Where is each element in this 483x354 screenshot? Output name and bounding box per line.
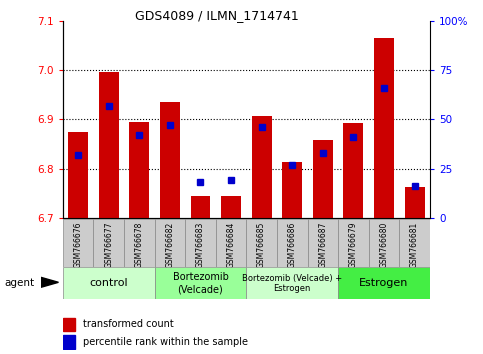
Bar	[338, 267, 430, 299]
Bar	[129, 122, 149, 218]
Text: GSM766685: GSM766685	[257, 222, 266, 268]
Bar	[124, 219, 155, 267]
Text: GSM766686: GSM766686	[288, 222, 297, 268]
Text: transformed count: transformed count	[84, 319, 174, 329]
Bar	[246, 219, 277, 267]
Bar	[399, 219, 430, 267]
Text: GSM766676: GSM766676	[73, 222, 83, 268]
Bar	[246, 267, 338, 299]
Text: GSM766679: GSM766679	[349, 222, 358, 268]
Text: agent: agent	[5, 278, 35, 288]
Bar	[63, 335, 75, 349]
Text: GSM766681: GSM766681	[410, 222, 419, 268]
Polygon shape	[41, 278, 58, 287]
Bar	[99, 72, 119, 218]
Bar	[68, 132, 88, 218]
Text: GSM766684: GSM766684	[227, 222, 236, 268]
Bar	[308, 219, 338, 267]
Bar	[374, 39, 394, 218]
Text: GSM766683: GSM766683	[196, 222, 205, 268]
Bar	[155, 219, 185, 267]
Text: GSM766680: GSM766680	[380, 222, 388, 268]
Text: Bortezomib
(Velcade): Bortezomib (Velcade)	[172, 272, 228, 294]
Bar	[160, 102, 180, 218]
Bar	[63, 318, 75, 331]
Text: GSM766682: GSM766682	[165, 222, 174, 268]
Bar	[216, 219, 246, 267]
Bar	[277, 219, 308, 267]
Bar	[343, 123, 363, 218]
Text: GDS4089 / ILMN_1714741: GDS4089 / ILMN_1714741	[135, 9, 299, 22]
Text: Estrogen: Estrogen	[359, 278, 409, 288]
Bar	[338, 219, 369, 267]
Bar	[190, 196, 211, 218]
Bar	[185, 219, 216, 267]
Text: GSM766678: GSM766678	[135, 222, 144, 268]
Bar	[313, 140, 333, 218]
Bar	[63, 267, 155, 299]
Text: Bortezomib (Velcade) +
Estrogen: Bortezomib (Velcade) + Estrogen	[242, 274, 342, 293]
Bar	[221, 196, 241, 218]
Text: control: control	[89, 278, 128, 288]
Text: percentile rank within the sample: percentile rank within the sample	[84, 337, 248, 347]
Text: GSM766687: GSM766687	[318, 222, 327, 268]
Bar	[93, 219, 124, 267]
Bar	[63, 219, 93, 267]
Bar	[369, 219, 399, 267]
Bar	[282, 162, 302, 218]
Bar	[155, 267, 246, 299]
Bar	[252, 115, 271, 218]
Text: GSM766677: GSM766677	[104, 222, 113, 268]
Bar	[405, 187, 425, 218]
